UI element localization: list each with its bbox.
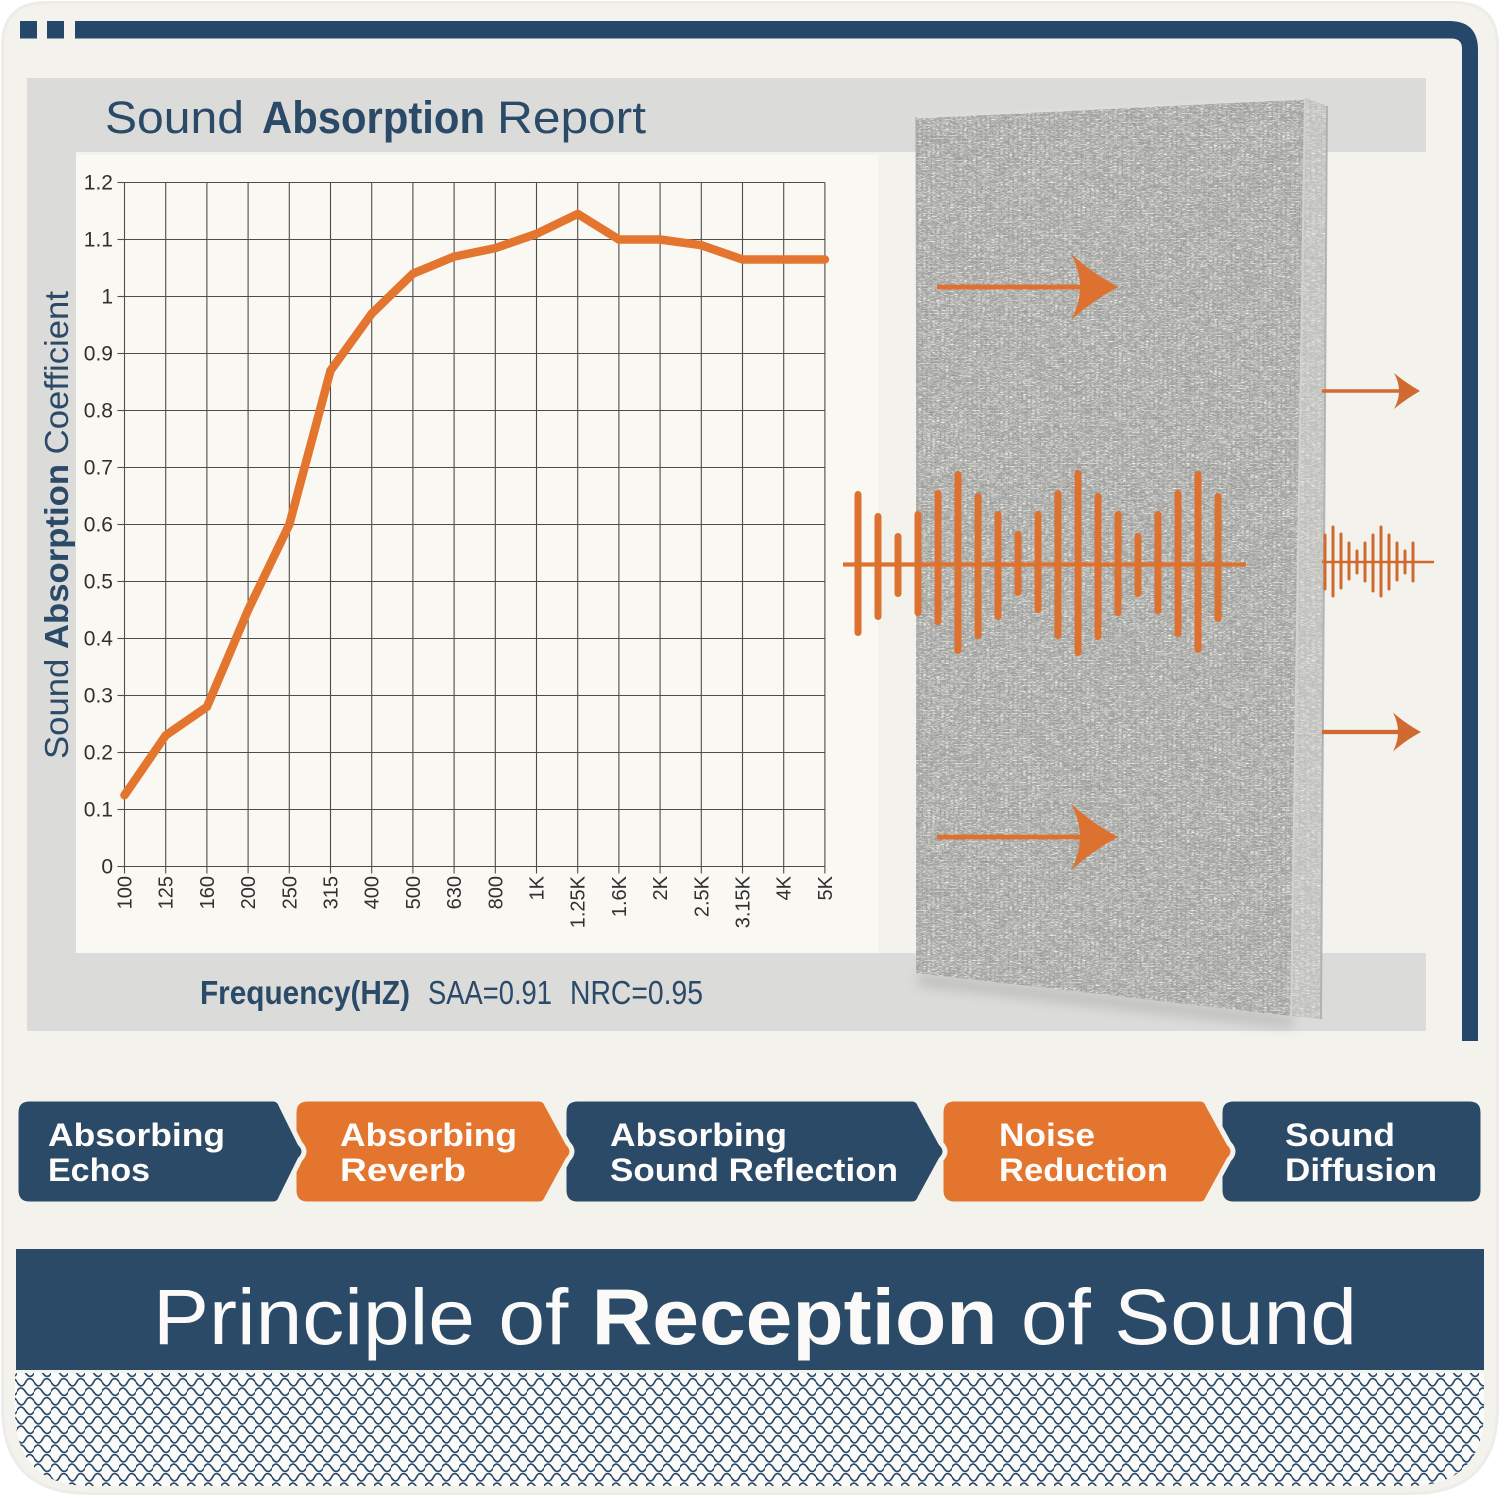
svg-text:Frequency(HZ): Frequency(HZ) (200, 974, 410, 1011)
svg-text:0: 0 (101, 856, 113, 879)
svg-text:0.1: 0.1 (84, 799, 113, 822)
svg-text:Sound: Sound (105, 92, 244, 143)
svg-text:630: 630 (444, 876, 466, 909)
svg-text:NRC=0.95: NRC=0.95 (570, 974, 703, 1011)
svg-text:Absorbing: Absorbing (610, 1117, 787, 1153)
svg-text:160: 160 (197, 876, 219, 909)
svg-text:Report: Report (497, 92, 647, 143)
svg-text:Sound: Sound (1285, 1117, 1395, 1153)
svg-text:400: 400 (362, 876, 384, 909)
svg-text:1.1: 1.1 (84, 229, 113, 252)
svg-text:315: 315 (321, 876, 343, 909)
svg-text:Absorption: Absorption (262, 92, 485, 143)
svg-text:1.2: 1.2 (84, 172, 113, 195)
svg-text:200: 200 (238, 876, 260, 909)
svg-text:SAA=0.91: SAA=0.91 (428, 974, 552, 1011)
svg-text:125: 125 (156, 876, 178, 909)
svg-text:0.6: 0.6 (84, 514, 113, 537)
svg-text:Echos: Echos (48, 1152, 150, 1188)
svg-text:2K: 2K (650, 875, 672, 900)
svg-text:4K: 4K (774, 875, 796, 900)
svg-text:0.2: 0.2 (84, 742, 113, 765)
svg-text:800: 800 (485, 876, 507, 909)
svg-text:0.9: 0.9 (84, 343, 113, 366)
svg-text:5K: 5K (815, 875, 837, 900)
svg-text:Sound Reflection: Sound Reflection (610, 1152, 898, 1188)
svg-text:100: 100 (115, 876, 137, 909)
svg-text:Sound Absorption Coefficient: Sound Absorption Coefficient (38, 291, 75, 759)
svg-text:0.8: 0.8 (84, 400, 113, 423)
svg-text:Absorbing: Absorbing (340, 1117, 517, 1153)
svg-text:0.5: 0.5 (84, 571, 113, 594)
svg-text:Principle of Reception of Soun: Principle of Reception of Sound (153, 1272, 1357, 1361)
svg-text:0.4: 0.4 (84, 628, 114, 651)
svg-text:Diffusion: Diffusion (1285, 1152, 1437, 1188)
svg-text:0.3: 0.3 (84, 685, 113, 708)
svg-text:Reduction: Reduction (999, 1152, 1168, 1188)
svg-text:500: 500 (403, 876, 425, 909)
svg-text:1K: 1K (527, 875, 549, 900)
svg-text:1: 1 (101, 286, 113, 309)
svg-text:2.5K: 2.5K (691, 875, 713, 917)
svg-text:1.6K: 1.6K (609, 875, 631, 917)
svg-text:0.7: 0.7 (84, 457, 113, 480)
svg-text:1.25K: 1.25K (568, 875, 590, 928)
svg-text:Reverb: Reverb (340, 1152, 466, 1188)
svg-text:250: 250 (279, 876, 301, 909)
svg-text:3.15K: 3.15K (733, 875, 755, 928)
svg-text:Absorbing: Absorbing (48, 1117, 225, 1153)
svg-text:Noise: Noise (999, 1117, 1095, 1153)
